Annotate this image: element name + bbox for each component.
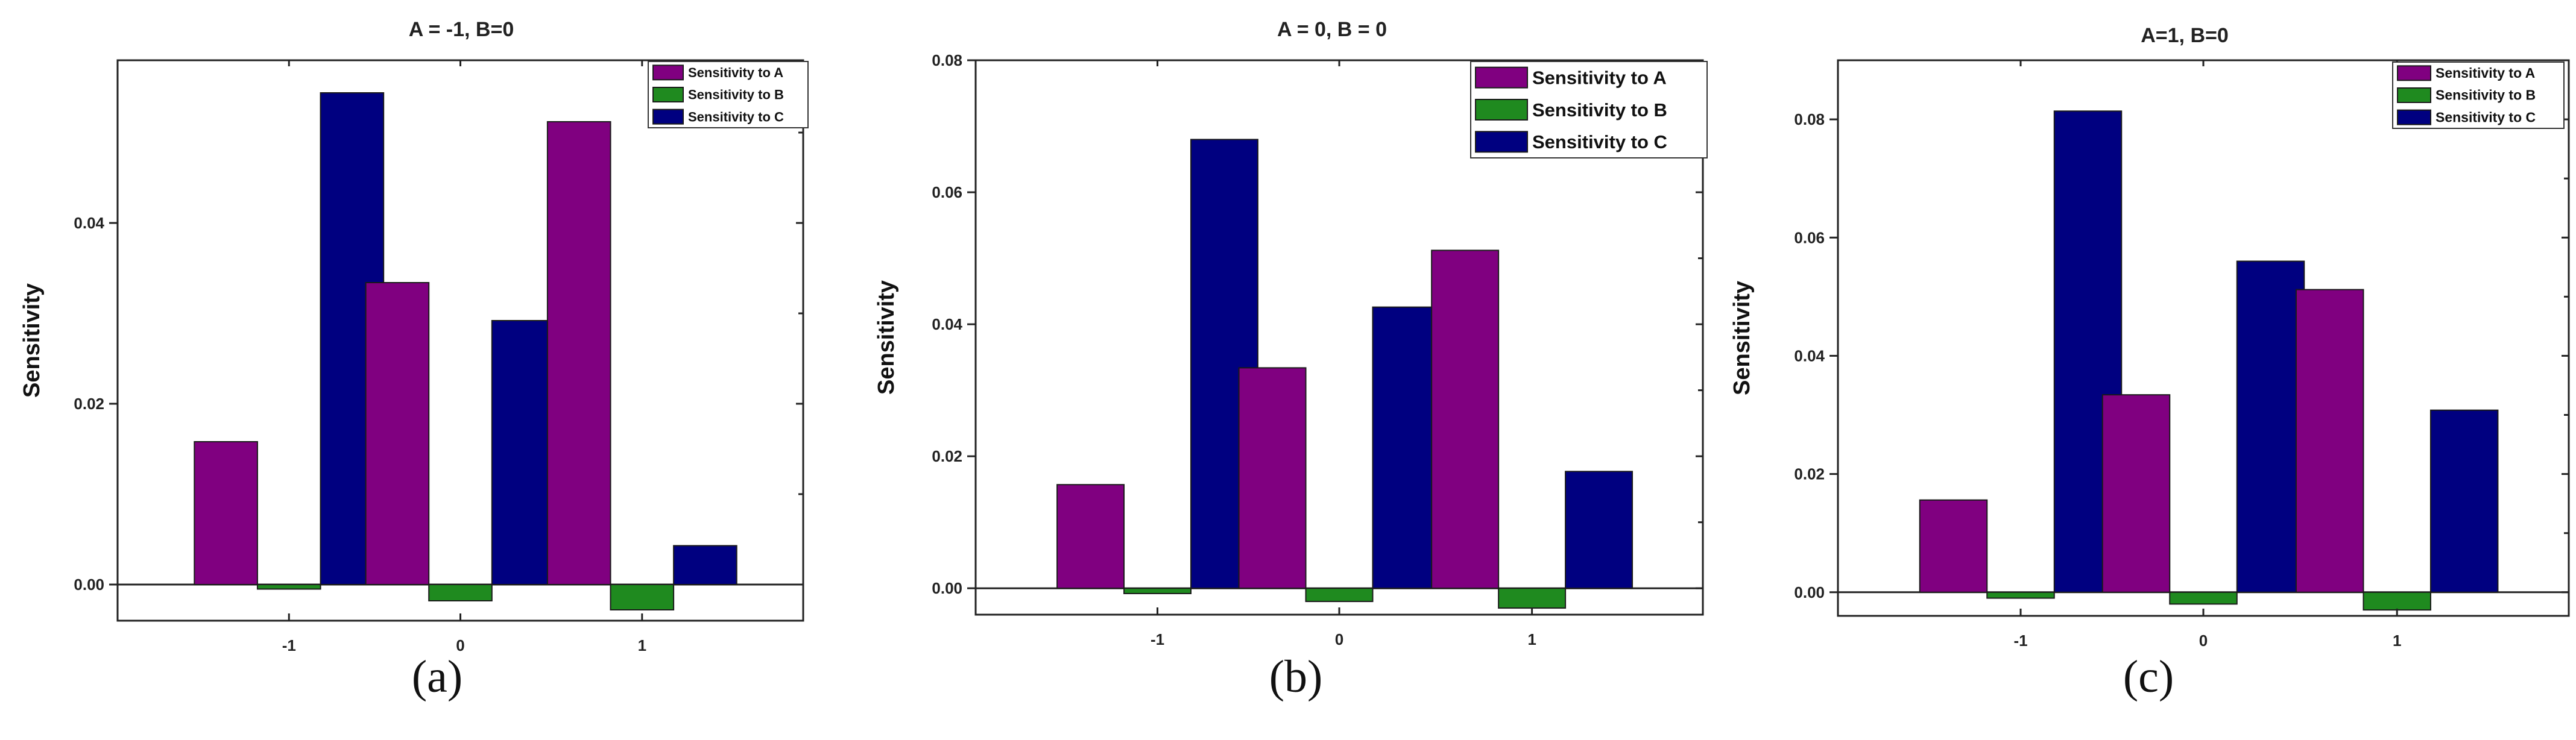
bar-b-cat-1 xyxy=(428,584,493,601)
y-axis-label: Sensitivity xyxy=(19,283,45,398)
bar-c-cat-1 xyxy=(2236,260,2305,593)
legend-swatch-a xyxy=(1475,66,1528,89)
y-tick-label: 0.04 xyxy=(932,315,962,333)
x-tick-label: -1 xyxy=(2013,632,2027,650)
bar-a-cat-0 xyxy=(1919,499,1988,593)
legend-label-a: Sensitivity to A xyxy=(2436,65,2535,81)
bar-a-cat-2 xyxy=(1431,249,1500,589)
bar-b-cat-1 xyxy=(1305,588,1374,603)
y-tick-label: 0.02 xyxy=(932,447,962,465)
panel-label-b: (b) xyxy=(1269,651,1323,702)
y-tick-label: 0.00 xyxy=(74,575,104,594)
y-axis-label: Sensitivity xyxy=(874,280,899,395)
y-tick-label: 0.08 xyxy=(1794,110,1825,128)
panel-label-c: (c) xyxy=(2123,651,2174,702)
bar-b-cat-2 xyxy=(2363,591,2431,611)
legend-swatch-c xyxy=(652,108,684,125)
legend-label-c: Sensitivity to C xyxy=(2436,109,2536,125)
chart-panel-a: 0.00 0.02 0.04 -1 0 1 A = -1, B=0 Sensitivity Se… xyxy=(0,0,859,740)
chart-b-canvas: 0.00 0.02 0.04 0.06 0.08 -1 0 1 A = 0, B = 0 Sens… xyxy=(874,18,1708,648)
legend-label-a: Sensitivity to A xyxy=(1532,67,1667,89)
bar-b-cat-0 xyxy=(1986,591,2055,599)
chart-title: A = 0, B = 0 xyxy=(1277,18,1387,41)
y-tick-label: 0.06 xyxy=(1794,228,1825,246)
legend-swatch-a xyxy=(652,64,684,81)
chart-c-canvas: 0.00 0.02 0.04 0.06 0.08 -1 0 1 A=1, B=0 Sensitiv… xyxy=(1729,24,2570,650)
legend-swatch-c xyxy=(1475,131,1528,153)
bar-a-cat-2 xyxy=(2295,289,2364,593)
chart-panel-c: 0.00 0.02 0.04 0.06 0.08 -1 0 1 A=1, B=0 Sensitiv… xyxy=(1717,0,2576,740)
y-tick-label: 0.08 xyxy=(932,51,962,69)
legend-label-b: Sensitivity to B xyxy=(688,87,784,102)
legend-swatch-b xyxy=(1475,99,1528,121)
bar-c-cat-2 xyxy=(673,545,737,585)
legend-label-c: Sensitivity to C xyxy=(688,109,784,124)
legend-swatch-b xyxy=(652,87,684,102)
y-tick-label: 0.04 xyxy=(1794,346,1825,365)
legend-swatch-c xyxy=(2397,109,2431,125)
legend-swatch-a xyxy=(2397,65,2431,81)
x-tick-label: 1 xyxy=(638,636,646,654)
x-tick-label: 0 xyxy=(1335,630,1343,648)
legend-label-b: Sensitivity to B xyxy=(2436,87,2536,103)
y-tick-label: 0.02 xyxy=(1794,465,1825,483)
legend-label-b: Sensitivity to B xyxy=(1532,99,1667,121)
panel-label-a: (a) xyxy=(411,651,463,702)
bar-b-cat-1 xyxy=(2169,591,2238,605)
x-tick-label: -1 xyxy=(1151,630,1164,648)
bar-c-cat-1 xyxy=(491,320,556,585)
y-tick-label: 0.06 xyxy=(932,183,962,201)
bar-c-cat-1 xyxy=(1372,306,1441,589)
x-tick-label: 0 xyxy=(2199,632,2208,650)
chart-title: A = -1, B=0 xyxy=(409,18,514,41)
y-tick-label: 0.00 xyxy=(932,579,962,597)
x-tick-label: 1 xyxy=(2393,632,2401,650)
bar-b-cat-2 xyxy=(610,584,675,610)
bar-b-cat-0 xyxy=(256,584,321,590)
bar-a-cat-0 xyxy=(194,441,258,585)
bar-c-cat-2 xyxy=(2429,409,2499,593)
bar-a-cat-1 xyxy=(365,282,430,585)
chart-a-canvas: 0.00 0.02 0.04 -1 0 1 A = -1, B=0 Sensitivity Se… xyxy=(19,18,809,654)
bar-c-cat-2 xyxy=(1565,471,1634,589)
bar-a-cat-0 xyxy=(1056,484,1125,589)
legend-swatch-b xyxy=(2397,87,2431,103)
bar-a-cat-1 xyxy=(2101,394,2171,593)
bar-a-cat-1 xyxy=(1238,367,1307,589)
x-tick-label: 1 xyxy=(1527,630,1536,648)
legend-label-a: Sensitivity to A xyxy=(688,65,783,80)
y-tick-label: 0.04 xyxy=(74,214,104,232)
y-tick-label: 0.00 xyxy=(1794,583,1825,601)
bar-b-cat-0 xyxy=(1123,588,1192,594)
y-axis-label: Sensitivity xyxy=(1729,281,1755,395)
chart-panel-b: 0.00 0.02 0.04 0.06 0.08 -1 0 1 A = 0, B = 0 Sens… xyxy=(859,0,1717,740)
legend-label-c: Sensitivity to C xyxy=(1532,131,1667,152)
y-tick-label: 0.02 xyxy=(74,395,104,413)
bar-a-cat-2 xyxy=(546,121,611,585)
bar-b-cat-2 xyxy=(1498,588,1567,609)
chart-title: A=1, B=0 xyxy=(2141,24,2229,47)
x-tick-label: 0 xyxy=(456,636,464,654)
x-tick-label: -1 xyxy=(282,636,296,654)
